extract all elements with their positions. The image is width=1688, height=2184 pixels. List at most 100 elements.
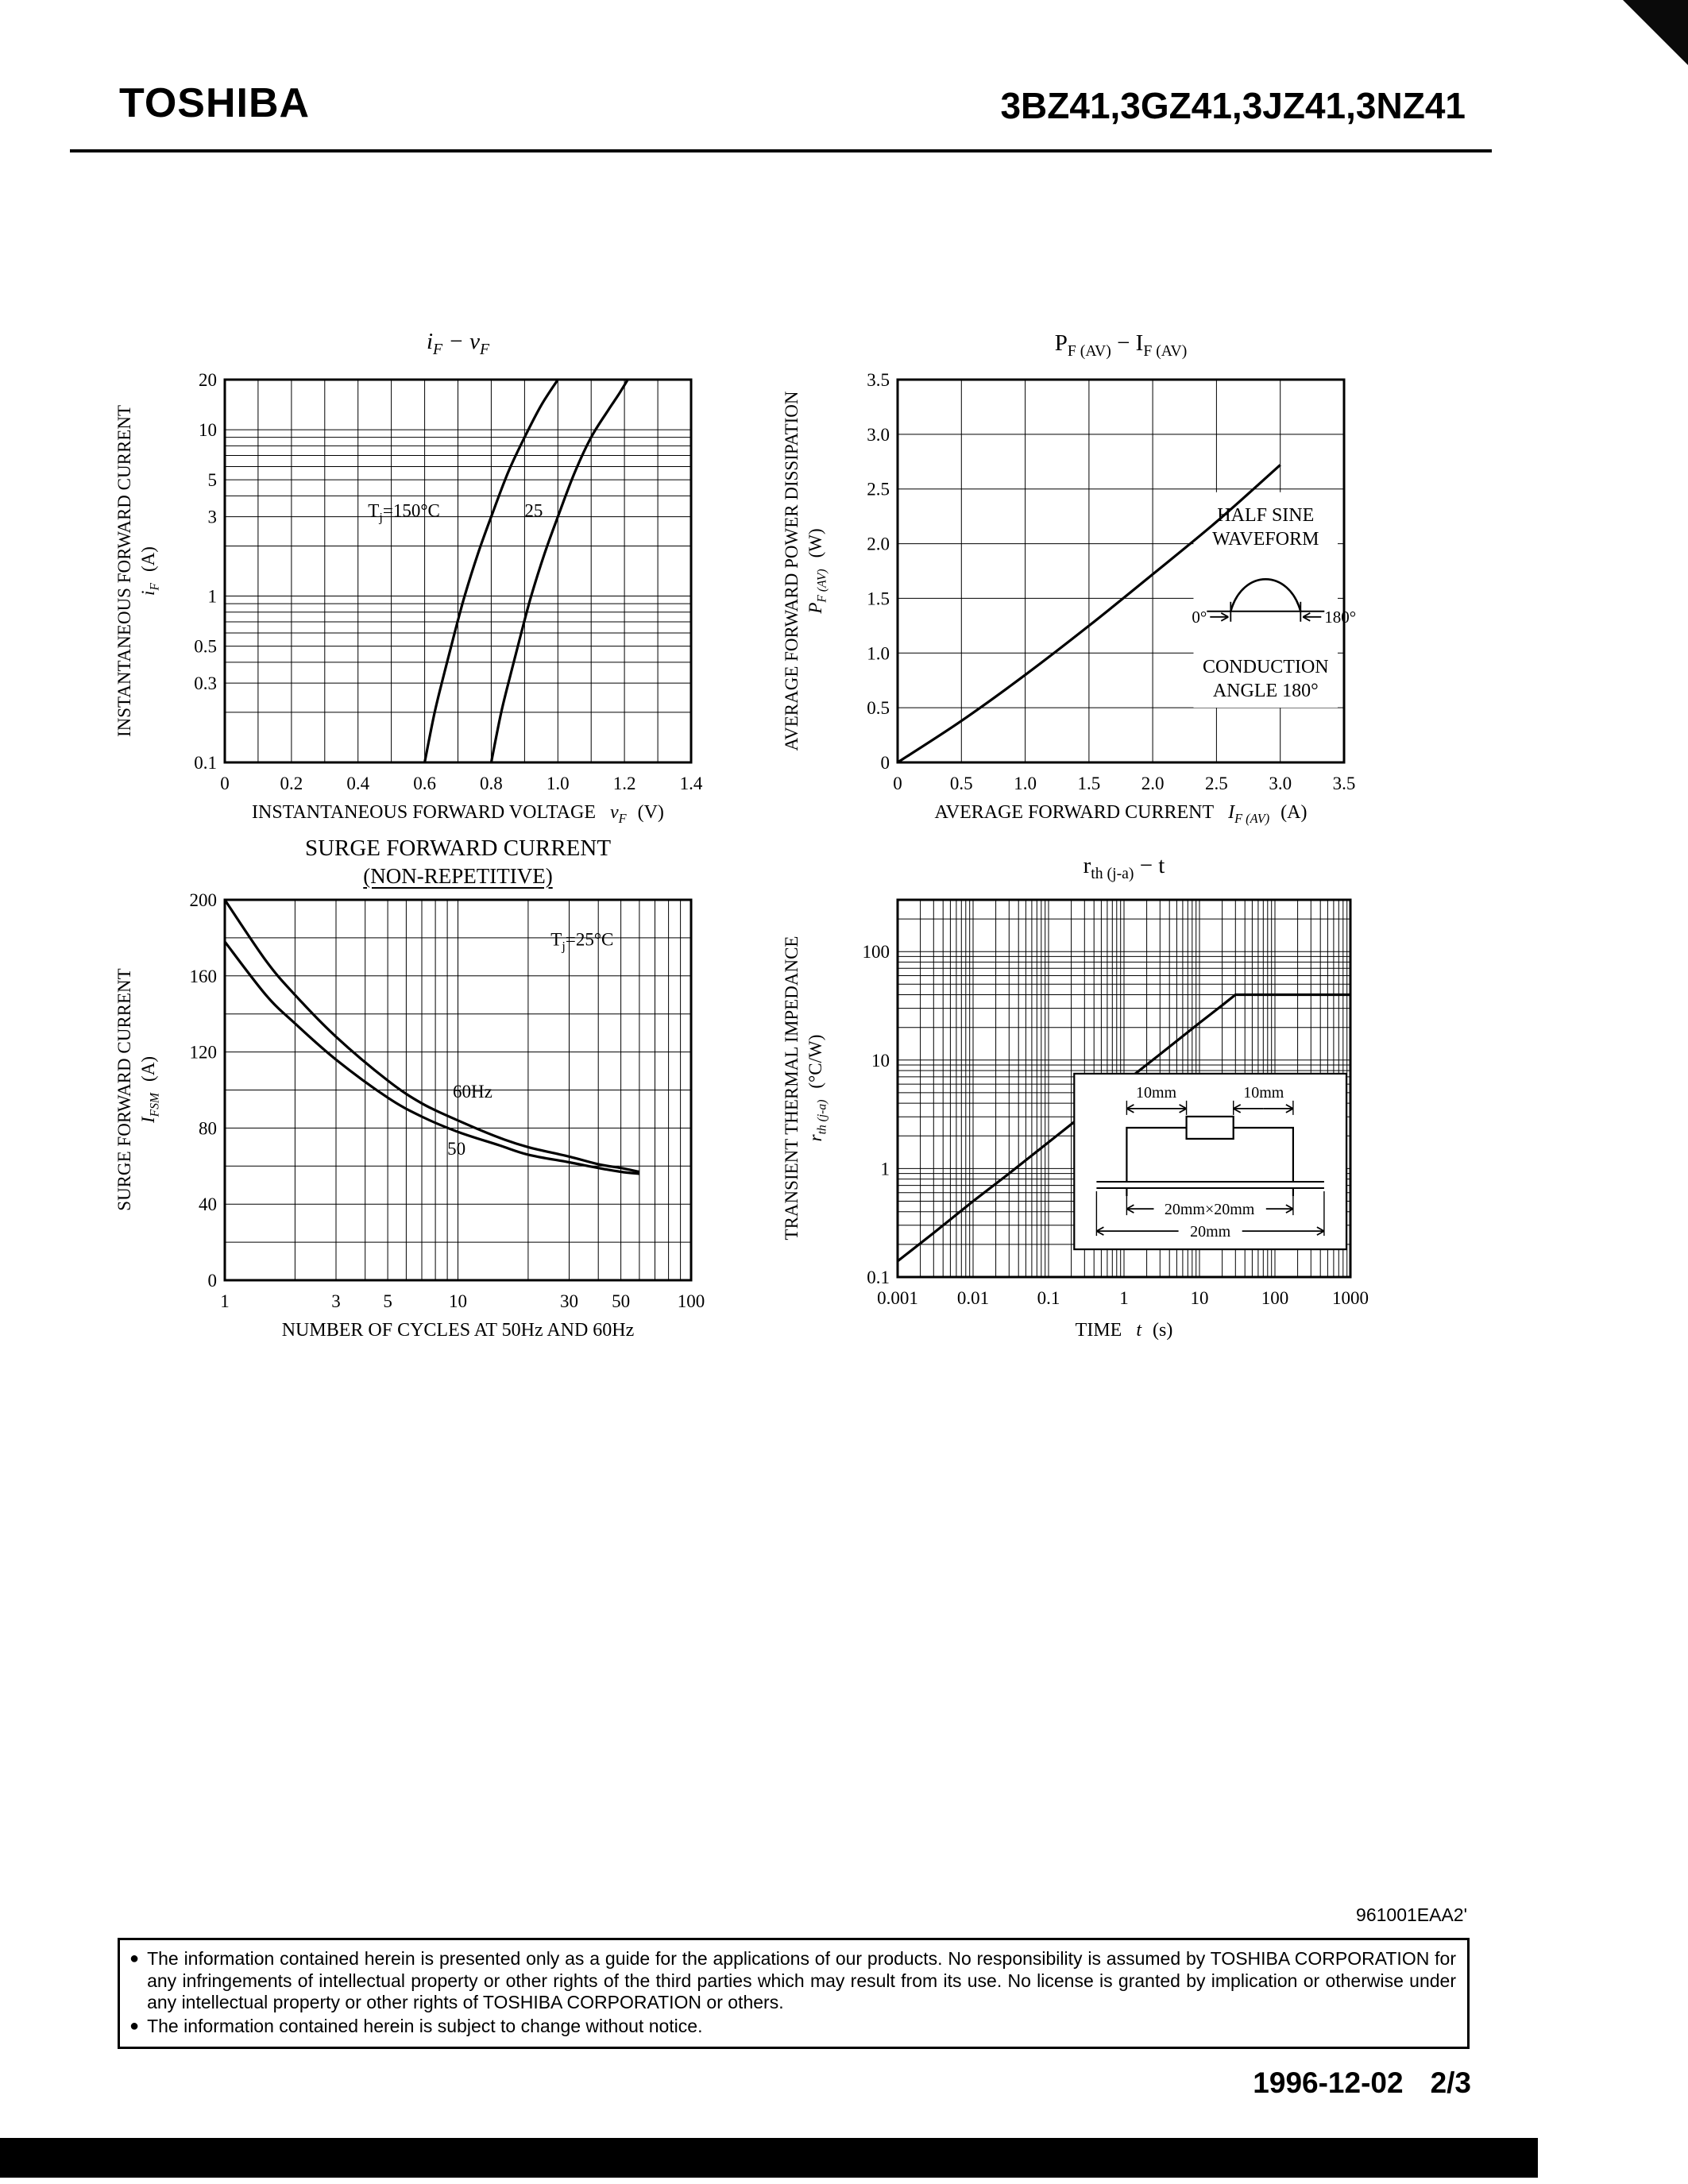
svg-text:0.01: 0.01: [957, 1288, 989, 1308]
svg-text:1: 1: [881, 1159, 890, 1179]
svg-text:1.4: 1.4: [680, 774, 703, 793]
toshiba-logo: TOSHIBA: [119, 80, 311, 126]
svg-text:50: 50: [447, 1139, 465, 1159]
svg-text:0.3: 0.3: [194, 673, 217, 693]
svg-text:25: 25: [524, 501, 543, 521]
svg-text:5: 5: [383, 1291, 392, 1311]
y-axis-title: SURGE FORWARD CURRENT: [114, 968, 135, 1211]
svg-text:50: 50: [612, 1291, 630, 1311]
surge-plot: 60Hz 50 Tj=25°C 1 3 5 10 30 50 100 0 40 80 120 160 200: [190, 890, 705, 1311]
svg-text:10: 10: [449, 1291, 467, 1311]
svg-text:ANGLE 180°: ANGLE 180°: [1213, 681, 1319, 701]
svg-text:30: 30: [560, 1291, 578, 1311]
date-page-line: 1996-12-02 2/3: [1253, 2066, 1471, 2100]
page-number: 2/3: [1430, 2066, 1471, 2099]
plot-frame: [223, 378, 693, 764]
svg-text:0: 0: [220, 774, 230, 793]
svg-text:0.5: 0.5: [950, 774, 973, 793]
svg-text:Tj=150°C: Tj=150°C: [368, 501, 440, 525]
y-axis-title: AVERAGE FORWARD POWER DISSIPATION: [782, 391, 802, 751]
y-axis-symbol: IFSM(A): [138, 1056, 162, 1123]
svg-text:1.5: 1.5: [1078, 774, 1101, 793]
series-Tj=150C: [423, 379, 559, 763]
svg-text:120: 120: [190, 1043, 218, 1063]
svg-text:1: 1: [220, 1291, 230, 1311]
svg-text:1.0: 1.0: [547, 774, 570, 793]
svg-text:0.5: 0.5: [194, 637, 217, 657]
y-axis-title: INSTANTANEOUS FORWARD CURRENT: [114, 404, 135, 738]
x-axis-label: INSTANTANEOUS FORWARD VOLTAGE vF (V): [252, 802, 664, 826]
y-axis-label: AVERAGE FORWARD POWER DISSIPATION PF (AV…: [780, 391, 829, 751]
chart-subtitle: (NON-REPETITIVE): [363, 864, 553, 888]
series-Tj=25C: [489, 379, 629, 763]
chart-title: rth (j-a) − t: [1083, 853, 1165, 882]
disclaimer-item: ● The information contained herein is pr…: [129, 1948, 1456, 2014]
svg-text:3: 3: [331, 1291, 341, 1311]
svg-text:0.8: 0.8: [480, 774, 503, 793]
plot-frame: [896, 378, 1346, 764]
doc-date: 1996-12-02: [1253, 2066, 1404, 2099]
series-PF(AV): [897, 464, 1281, 764]
bullet-icon: ●: [129, 1950, 140, 1967]
chart-title: PF (AV) − IF (AV): [1054, 330, 1188, 360]
svg-text:20mm×20mm: 20mm×20mm: [1165, 1201, 1255, 1218]
plot-frame: [223, 898, 693, 1282]
svg-text:40: 40: [199, 1194, 217, 1214]
svg-text:180°: 180°: [1324, 608, 1356, 627]
svg-text:80: 80: [199, 1118, 217, 1138]
svg-text:Tj=25°C: Tj=25°C: [550, 930, 613, 954]
svg-text:10: 10: [199, 420, 217, 440]
x-axis-label: TIME t (s): [1075, 1320, 1173, 1341]
svg-text:1.5: 1.5: [867, 588, 890, 608]
svg-text:0: 0: [881, 753, 890, 773]
svg-text:0.1: 0.1: [194, 753, 217, 773]
svg-text:100: 100: [863, 942, 890, 962]
chart-title: SURGE FORWARD CURRENT: [304, 835, 612, 861]
svg-text:3.0: 3.0: [867, 425, 890, 445]
svg-text:0.001: 0.001: [877, 1288, 918, 1308]
svg-text:0.1: 0.1: [1037, 1288, 1060, 1308]
svg-text:100: 100: [678, 1291, 705, 1311]
y-axis-symbol: rth (j-a)(°C/W): [805, 1034, 829, 1142]
svg-text:1000: 1000: [1332, 1288, 1369, 1308]
svg-text:0: 0: [893, 774, 902, 793]
svg-text:0.5: 0.5: [867, 698, 890, 718]
svg-text:CONDUCTION: CONDUCTION: [1203, 657, 1329, 677]
y-axis-label: TRANSIENT THERMAL IMPEDANCE rth (j-a)(°C…: [780, 936, 829, 1241]
chart-surge: SURGE FORWARD CURRENT (NON-REPETITIVE) S…: [114, 831, 721, 1371]
y-axis-title: TRANSIENT THERMAL IMPEDANCE: [782, 936, 802, 1241]
plot-frame: [896, 898, 1352, 1279]
svg-text:10: 10: [871, 1051, 890, 1071]
chart-title: iF − vF: [426, 329, 490, 358]
svg-text:1.0: 1.0: [867, 643, 890, 663]
y-axis-symbol: iF(A): [138, 546, 162, 596]
pcb-mount-inset: 10mm 10mm 20mm×20mm 20mm: [1073, 1072, 1348, 1251]
bullet-icon: ●: [129, 2016, 140, 2035]
svg-text:1.0: 1.0: [1014, 774, 1037, 793]
svg-text:10mm: 10mm: [1243, 1084, 1284, 1102]
x-axis-label: AVERAGE FORWARD CURRENT IF (AV) (A): [934, 802, 1308, 826]
header-rule: [70, 149, 1492, 152]
corner-mark: [1623, 0, 1688, 65]
svg-text:10: 10: [1191, 1288, 1209, 1308]
if-vf-plot: Tj=150°C 25 0 0.2 0.4 0.6 0.8 1.0 1.2 1.4 20 10 5 3 1 0…: [194, 370, 703, 793]
svg-text:WAVEFORM: WAVEFORM: [1212, 529, 1319, 550]
disclaimer-item: ● The information contained herein is su…: [129, 2016, 1456, 2038]
disclaimer-text: The information contained herein is subj…: [147, 2015, 703, 2036]
svg-text:160: 160: [190, 967, 218, 986]
y-axis-symbol: PF (AV)(W): [805, 528, 829, 614]
gridlines: [224, 379, 692, 763]
svg-text:1.2: 1.2: [613, 774, 636, 793]
svg-text:0°: 0°: [1192, 608, 1207, 627]
svg-text:0.2: 0.2: [280, 774, 303, 793]
series-60Hz: [223, 899, 640, 1174]
bottom-bar: [0, 2138, 1538, 2178]
x-axis-label: NUMBER OF CYCLES AT 50Hz AND 60Hz: [281, 1320, 635, 1341]
svg-text:10mm: 10mm: [1136, 1084, 1177, 1102]
svg-text:5: 5: [208, 470, 218, 490]
svg-text:1: 1: [1119, 1288, 1129, 1308]
svg-text:200: 200: [190, 890, 218, 910]
